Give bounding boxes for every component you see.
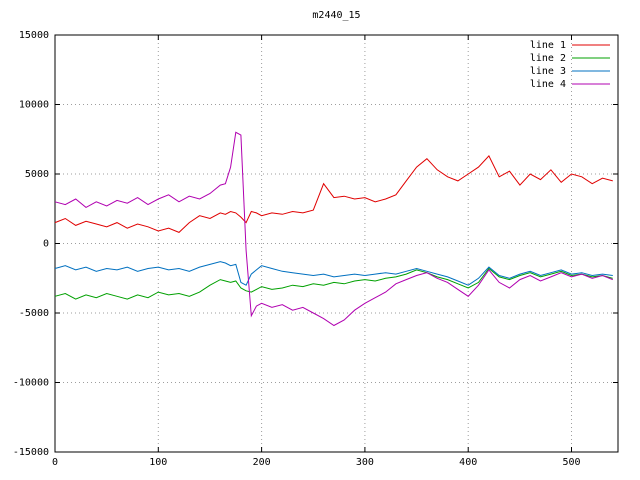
x-tick-label: 0: [52, 457, 58, 468]
x-tick-label: 500: [562, 457, 580, 468]
chart-title: m2440_15: [312, 10, 361, 21]
legend-label: line 3: [530, 66, 566, 77]
y-tick-label: -10000: [13, 378, 49, 389]
series-line-1: [54, 155, 613, 233]
y-tick-label: 0: [43, 239, 49, 250]
legend-label: line 2: [530, 53, 566, 64]
y-tick-label: 15000: [19, 30, 49, 41]
series-line-3: [54, 261, 613, 286]
x-tick-label: 300: [356, 457, 374, 468]
legend-label: line 4: [530, 79, 566, 90]
x-tick-label: 200: [253, 457, 271, 468]
series-line-4: [54, 131, 613, 327]
series-line-2: [54, 267, 613, 300]
y-tick-label: -5000: [19, 308, 49, 319]
x-tick-label: 100: [149, 457, 167, 468]
y-tick-label: 10000: [19, 100, 49, 111]
x-tick-label: 400: [459, 457, 477, 468]
y-tick-label: 5000: [25, 169, 49, 180]
legend-label: line 1: [530, 40, 566, 51]
y-tick-label: -15000: [13, 447, 49, 458]
